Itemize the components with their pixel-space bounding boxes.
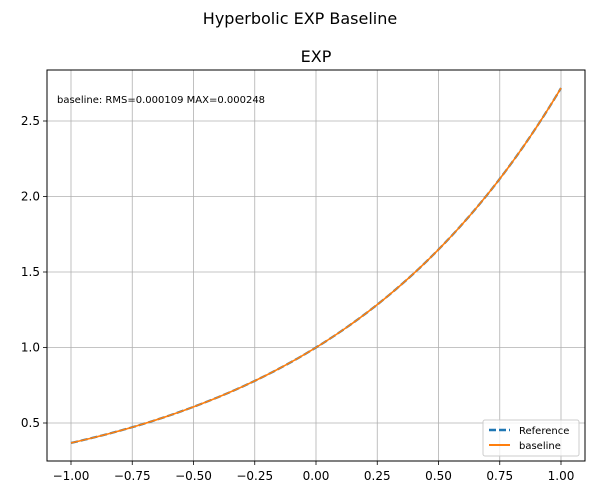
figure-suptitle: Hyperbolic EXP Baseline: [203, 9, 397, 28]
x-axis-ticks: −1.00 −0.75 −0.50 −0.25 0.00 0.25 0.50 0.75 1.00: [53, 461, 575, 483]
x-tick-label: 0.25: [364, 469, 391, 483]
y-axis-ticks: 0.5 1.0 1.5 2.0 2.5: [21, 114, 47, 430]
legend-box: [482, 419, 580, 457]
axes-title: EXP: [301, 47, 332, 66]
grid-lines: [47, 70, 585, 461]
y-tick-label: 2.5: [21, 114, 40, 128]
y-tick-label: 1.0: [21, 341, 40, 355]
x-tick-label: −0.75: [114, 469, 151, 483]
x-tick-label: −0.50: [175, 469, 212, 483]
plot-lines: [70, 87, 562, 445]
x-tick-label: 1.00: [548, 469, 575, 483]
x-tick-label: −1.00: [53, 469, 90, 483]
y-tick-label: 1.5: [21, 265, 40, 279]
baseline-line: [70, 87, 562, 444]
legend: Reference baseline: [482, 419, 580, 457]
x-tick-label: −0.25: [236, 469, 273, 483]
x-tick-label: 0.50: [425, 469, 452, 483]
legend-reference-label: Reference: [519, 426, 569, 437]
x-tick-label: 0.75: [486, 469, 513, 483]
y-tick-label: 2.0: [21, 190, 40, 204]
y-tick-label: 0.5: [21, 416, 40, 430]
x-tick-label: 0.00: [303, 469, 330, 483]
legend-baseline-label: baseline: [519, 441, 561, 452]
rms-annotation: baseline: RMS=0.000109 MAX=0.000248: [57, 95, 265, 106]
